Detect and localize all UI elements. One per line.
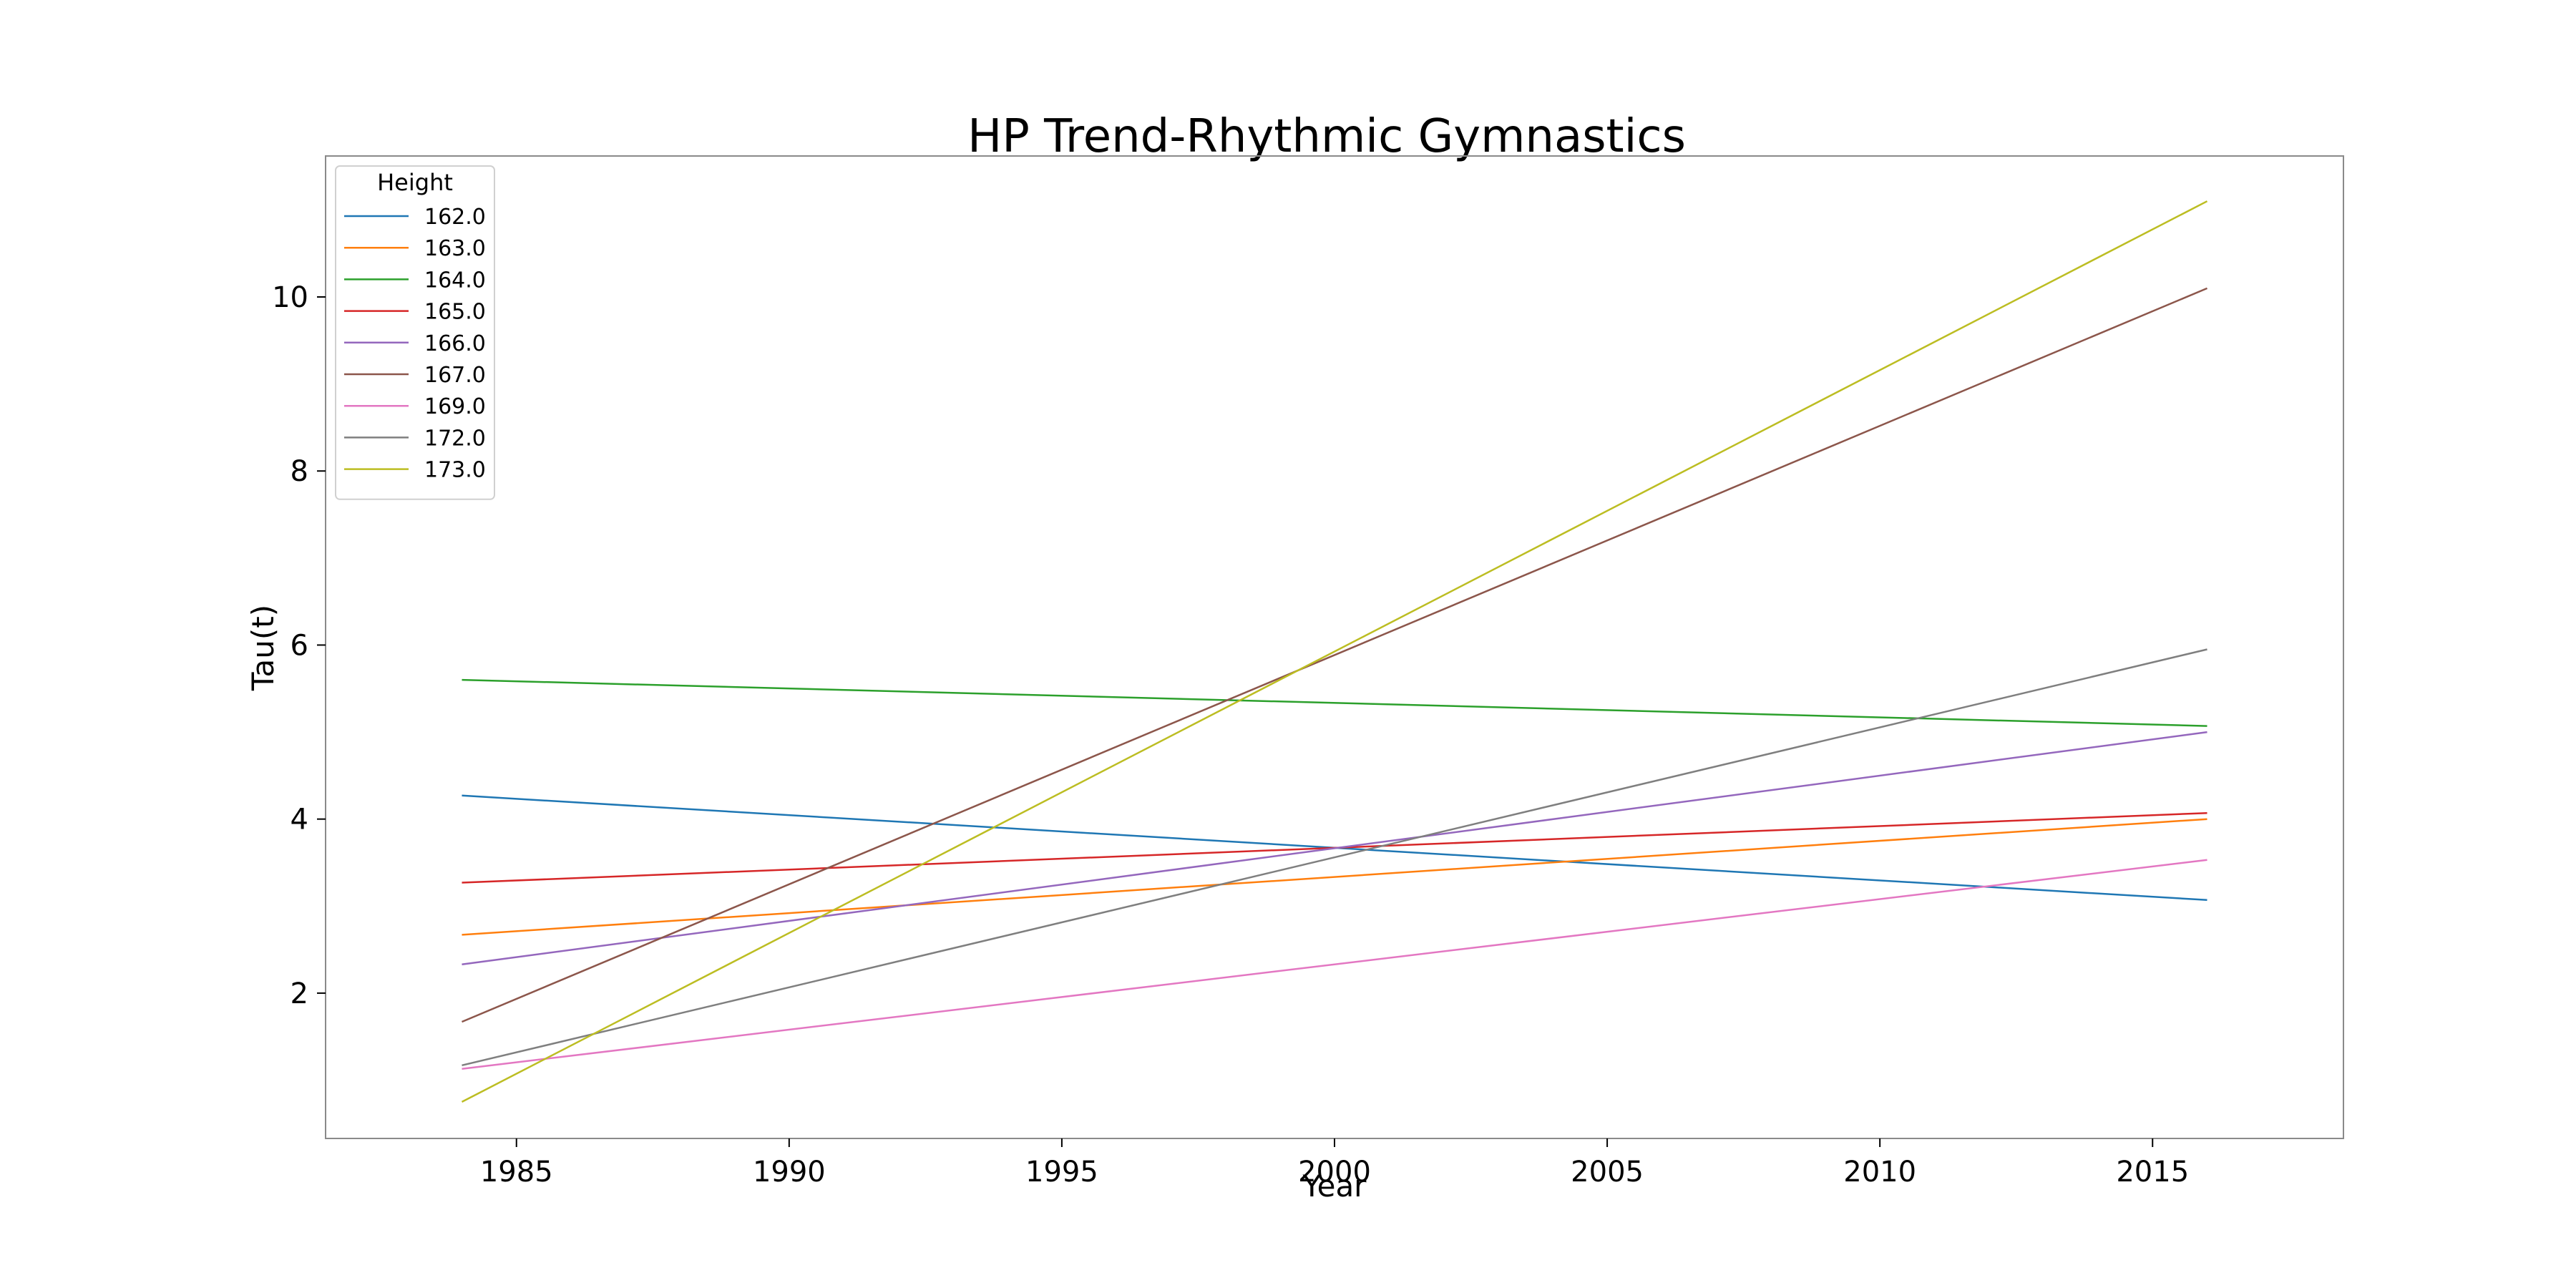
series-line-167.0 xyxy=(462,287,2207,1023)
x-tick-label: 1985 xyxy=(480,1156,553,1189)
legend-label-162.0: 162.0 xyxy=(424,205,486,230)
y-tick-label: 8 xyxy=(291,455,308,488)
y-tick-label: 2 xyxy=(291,977,308,1010)
x-tick-label: 2000 xyxy=(1298,1156,1371,1189)
x-axis-label: Year xyxy=(1302,1169,1367,1204)
legend: Height 162.0 163.0 164.0 165.0 166.0 167.0 169.… xyxy=(335,165,495,500)
legend-label-167.0: 167.0 xyxy=(424,363,486,388)
legend-box xyxy=(335,165,495,500)
plot-content xyxy=(461,200,2208,1103)
y-tick-label: 4 xyxy=(291,804,308,836)
series-line-169.0 xyxy=(462,859,2207,1070)
chart-title: HP Trend-Rhythmic Gymnastics xyxy=(967,110,1686,163)
legend-label-169.0: 169.0 xyxy=(424,394,486,419)
y-tick-label: 10 xyxy=(272,281,308,314)
legend-label-164.0: 164.0 xyxy=(424,268,486,293)
series-line-172.0 xyxy=(462,648,2207,1067)
series-line-163.0 xyxy=(462,818,2207,936)
legend-label-166.0: 166.0 xyxy=(424,331,486,356)
x-tick-label: 2015 xyxy=(2116,1156,2189,1189)
x-tick-label: 1995 xyxy=(1025,1156,1098,1189)
x-axis: 1985 1990 1995 2000 2005 2010 2015 xyxy=(480,1138,2189,1189)
legend-title: Height xyxy=(377,169,453,196)
y-tick-label: 6 xyxy=(291,629,308,662)
series-line-166.0 xyxy=(462,731,2207,966)
legend-label-172.0: 172.0 xyxy=(424,426,486,451)
x-tick-label: 2005 xyxy=(1571,1156,1644,1189)
series-line-164.0 xyxy=(462,678,2207,727)
plot-frame xyxy=(325,155,2344,1139)
series-line-173.0 xyxy=(461,200,2208,1103)
legend-label-173.0: 173.0 xyxy=(424,458,486,483)
x-tick-label: 2010 xyxy=(1843,1156,1916,1189)
legend-label-165.0: 165.0 xyxy=(424,300,486,325)
y-axis-label: Tau(t) xyxy=(245,605,280,691)
x-tick-label: 1990 xyxy=(753,1156,826,1189)
legend-label-163.0: 163.0 xyxy=(424,236,486,261)
y-axis: 2 4 6 8 10 xyxy=(272,281,326,1010)
